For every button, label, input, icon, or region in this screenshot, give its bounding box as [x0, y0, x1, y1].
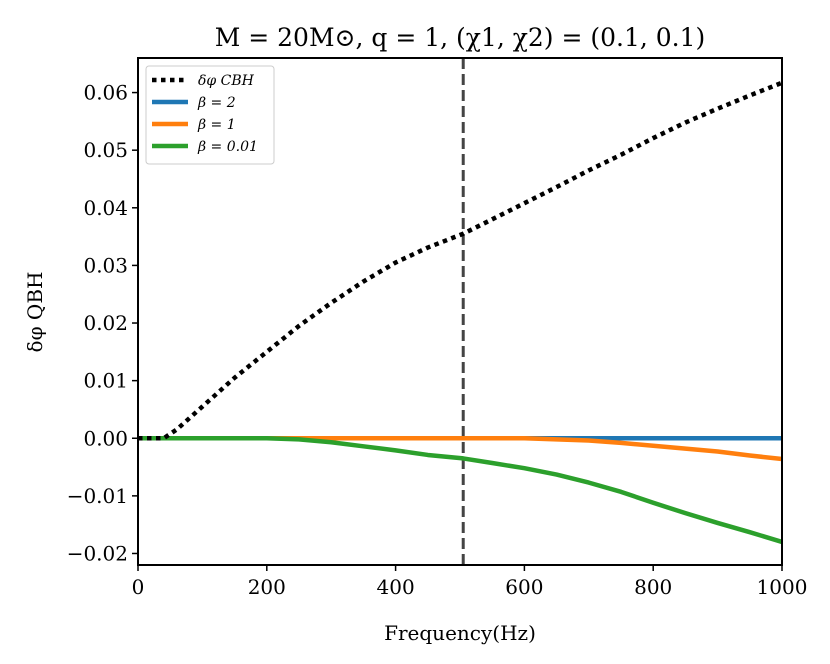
- plot-frame: [137, 57, 783, 566]
- series-line-0: [138, 80, 783, 441]
- y-tick-label: −0.02: [67, 541, 128, 565]
- x-tick-label: 800: [634, 575, 672, 599]
- legend-label-2: β = 1: [197, 117, 236, 133]
- legend-label-1: β = 2: [197, 95, 236, 111]
- y-tick-label: 0.03: [83, 253, 128, 277]
- x-tick-label: 1000: [757, 575, 808, 599]
- x-tick-label: 0: [132, 575, 145, 599]
- x-tick-label: 400: [377, 575, 415, 599]
- y-tick-label: −0.01: [67, 484, 128, 508]
- y-axis-label: δφ QBH: [23, 272, 47, 353]
- y-tick-label: 0.00: [83, 426, 128, 450]
- y-tick-label: 0.06: [83, 81, 128, 105]
- legend: δφ CBH β = 2 β = 1 β = 0.01: [145, 65, 275, 165]
- legend-label-3: β = 0.01: [197, 139, 258, 155]
- series-line-3: [138, 436, 783, 545]
- y-tick-label: 0.02: [83, 311, 128, 335]
- chart-title: M = 20M⊙, q = 1, (χ1, χ2) = (0.1, 0.1): [215, 23, 706, 52]
- y-tick-label: 0.05: [83, 138, 128, 162]
- y-tick-label: 0.04: [83, 196, 128, 220]
- series-line-2: [138, 436, 783, 462]
- x-tick-label: 600: [505, 575, 543, 599]
- y-tick-label: 0.01: [83, 369, 128, 393]
- legend-box: [145, 65, 275, 165]
- legend-label-0: δφ CBH: [198, 73, 255, 89]
- x-axis-label: Frequency(Hz): [384, 621, 536, 645]
- x-tick-label: 200: [248, 575, 286, 599]
